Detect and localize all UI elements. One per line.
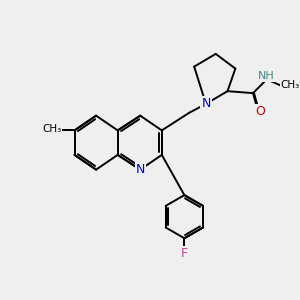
Text: F: F xyxy=(181,248,188,260)
Text: N: N xyxy=(201,98,211,110)
Text: CH₃: CH₃ xyxy=(42,124,62,134)
Text: O: O xyxy=(255,105,265,118)
Text: NH: NH xyxy=(257,71,274,81)
Text: CH₃: CH₃ xyxy=(281,80,300,90)
Text: N: N xyxy=(136,163,145,176)
